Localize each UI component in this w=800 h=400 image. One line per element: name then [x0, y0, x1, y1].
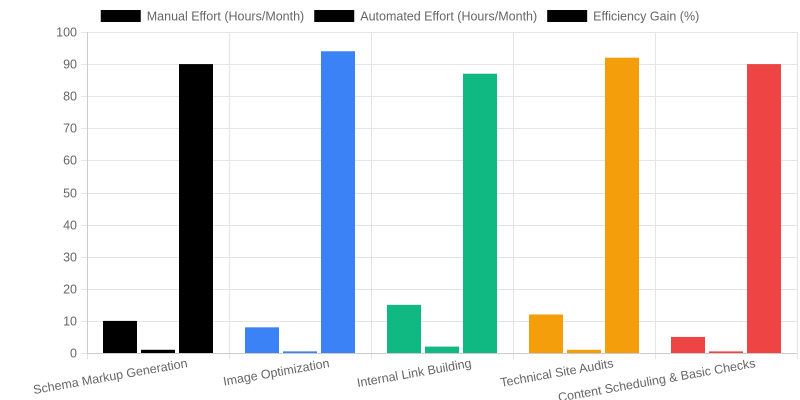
y-tick-label: 50 — [63, 187, 77, 201]
bar — [671, 336, 705, 353]
bar — [425, 346, 459, 353]
bar — [605, 57, 639, 354]
y-tick-label: 100 — [56, 26, 77, 40]
bar — [709, 351, 743, 353]
y-tick-label: 30 — [63, 251, 77, 265]
x-tick-label: Internal Link Building — [356, 356, 473, 390]
bar — [387, 304, 421, 353]
y-tick-label: 80 — [63, 90, 77, 104]
legend-swatch — [100, 10, 141, 22]
x-axis: Schema Markup Generation Image Optimizati… — [32, 353, 797, 400]
legend: Manual Effort (Hours/Month) Automated Eff… — [100, 10, 699, 24]
legend-label: Manual Effort (Hours/Month) — [147, 10, 304, 24]
bar — [529, 314, 563, 353]
y-tick-label: 20 — [63, 283, 77, 297]
bar — [283, 351, 317, 353]
bar — [463, 73, 497, 353]
y-tick-label: 0 — [70, 347, 77, 361]
legend-swatch — [547, 10, 588, 22]
y-tick-label: 40 — [63, 219, 77, 233]
y-tick-label: 60 — [63, 154, 77, 168]
bar — [321, 51, 355, 353]
legend-label: Efficiency Gain (%) — [593, 10, 699, 24]
legend-label: Automated Effort (Hours/Month) — [360, 10, 537, 24]
bar — [141, 349, 175, 353]
bar — [245, 327, 279, 353]
bars — [103, 51, 781, 354]
y-tick-label: 70 — [63, 122, 77, 136]
x-tick-label: Schema Markup Generation — [32, 356, 188, 397]
bar — [103, 320, 137, 353]
bar — [179, 64, 213, 353]
bar — [567, 349, 601, 353]
y-axis: 0 10 20 30 40 50 60 70 80 90 100 — [56, 26, 88, 361]
x-tick-label: Image Optimization — [222, 356, 331, 388]
legend-swatch — [314, 10, 355, 22]
y-tick-label: 90 — [63, 58, 77, 72]
bar — [747, 64, 781, 353]
y-tick-label: 10 — [63, 315, 77, 329]
